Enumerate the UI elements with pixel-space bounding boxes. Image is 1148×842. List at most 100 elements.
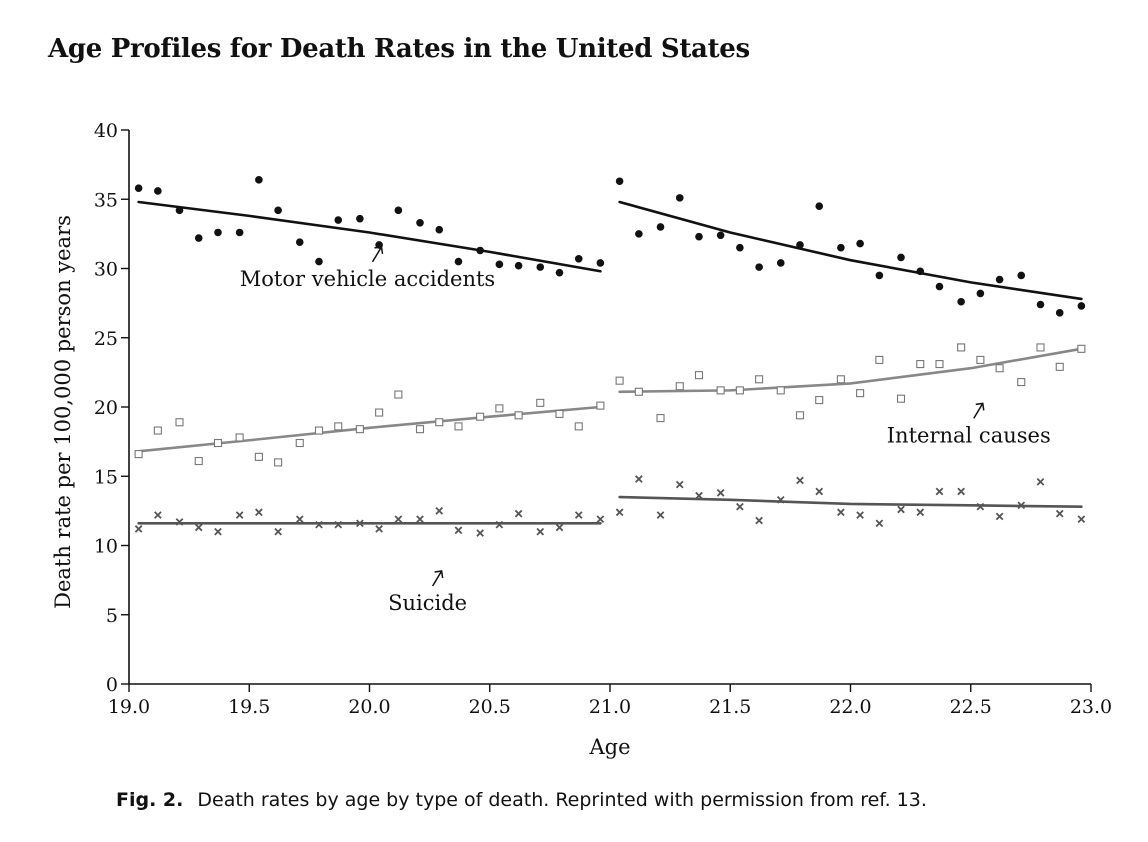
data-points (134, 176, 1086, 537)
data-point (1017, 378, 1026, 387)
data-point (935, 282, 944, 291)
data-point (495, 404, 504, 413)
data-point (656, 414, 665, 423)
data-point (435, 225, 444, 234)
figure-caption: Fig. 2. Death rates by age by type of dea… (116, 789, 927, 811)
data-point (736, 502, 744, 511)
data-point (796, 476, 804, 485)
data-point (235, 433, 244, 442)
figure-number: Fig. 2. (116, 789, 184, 811)
data-point (1077, 515, 1086, 524)
fit-line (137, 200, 602, 273)
annotation-arrow (973, 403, 984, 419)
fit-line (618, 347, 1083, 394)
data-point (1036, 343, 1045, 352)
y-tick-label: 5 (106, 605, 118, 627)
data-point (596, 259, 605, 267)
data-point (476, 412, 485, 421)
data-point (916, 360, 925, 369)
data-point (695, 491, 703, 500)
data-point (675, 382, 684, 391)
data-point (837, 508, 845, 517)
data-point (356, 519, 364, 528)
fit-lines (137, 200, 1083, 525)
data-point (615, 376, 624, 385)
annotation-arrow (431, 570, 443, 587)
data-point (416, 218, 424, 227)
data-point (635, 230, 643, 238)
data-point (334, 422, 343, 431)
data-point (776, 386, 785, 395)
data-point (776, 259, 785, 267)
data-point (976, 502, 985, 511)
data-point (235, 228, 244, 237)
y-tick-label: 0 (106, 674, 118, 696)
axes: 0 5 10 15 20 25 30 35 40 19.0 19.5 20.0 20.5 21.0 21.5… (51, 120, 1112, 759)
data-point (416, 515, 424, 524)
data-point (995, 364, 1004, 373)
data-point (495, 260, 504, 269)
data-point (194, 523, 203, 532)
data-point (596, 401, 605, 410)
data-point (315, 520, 323, 529)
fit-line (618, 200, 1083, 301)
data-point (235, 511, 244, 519)
data-point (315, 257, 323, 266)
x-tick-label: 20.0 (348, 696, 390, 718)
data-point (255, 176, 263, 184)
data-point (454, 526, 463, 535)
data-point (274, 527, 282, 536)
data-point (916, 508, 925, 517)
data-point (154, 511, 162, 519)
data-point (314, 426, 324, 435)
annotation-label: Suicide (388, 591, 467, 615)
data-point (695, 232, 703, 241)
data-point (536, 263, 545, 271)
x-axis-label: Age (588, 735, 630, 759)
x-tick-label: 19.5 (228, 696, 270, 718)
y-tick-label: 20 (94, 397, 118, 419)
y-tick-label: 35 (94, 189, 118, 211)
data-point (716, 231, 725, 240)
data-point (375, 408, 384, 417)
data-point (897, 253, 905, 262)
y-tick-label: 40 (94, 120, 118, 142)
data-point (1017, 271, 1026, 280)
data-point (295, 238, 304, 246)
data-point (856, 239, 864, 248)
data-point (755, 375, 764, 384)
data-point (856, 511, 864, 519)
data-point (1036, 477, 1045, 486)
data-point (897, 505, 905, 514)
data-point (536, 527, 545, 536)
data-point (795, 411, 805, 420)
data-point (134, 525, 143, 533)
data-point (875, 519, 884, 528)
data-point (375, 525, 383, 533)
data-point (295, 515, 304, 524)
data-point (394, 390, 403, 399)
data-point (896, 394, 906, 403)
data-point (435, 507, 444, 515)
annotations: Motor vehicle accidents Internal causes Su… (240, 246, 1051, 615)
data-point (976, 355, 985, 364)
y-tick-label: 25 (94, 328, 118, 350)
data-point (935, 360, 944, 369)
data-point (615, 177, 624, 186)
data-point (716, 386, 725, 395)
data-point (735, 386, 744, 395)
data-point (796, 241, 804, 249)
x-tick-label: 22.5 (950, 696, 992, 718)
data-point (736, 243, 744, 252)
data-point (634, 387, 643, 396)
data-point (815, 487, 824, 496)
data-point (755, 263, 763, 271)
data-point (675, 194, 684, 202)
x-tick-label: 22.0 (829, 696, 871, 718)
data-point (153, 426, 162, 435)
annotation-label: Motor vehicle accidents (240, 267, 495, 291)
data-point (1017, 501, 1026, 510)
data-point (976, 289, 985, 298)
data-point (394, 206, 403, 215)
data-point (957, 297, 965, 306)
